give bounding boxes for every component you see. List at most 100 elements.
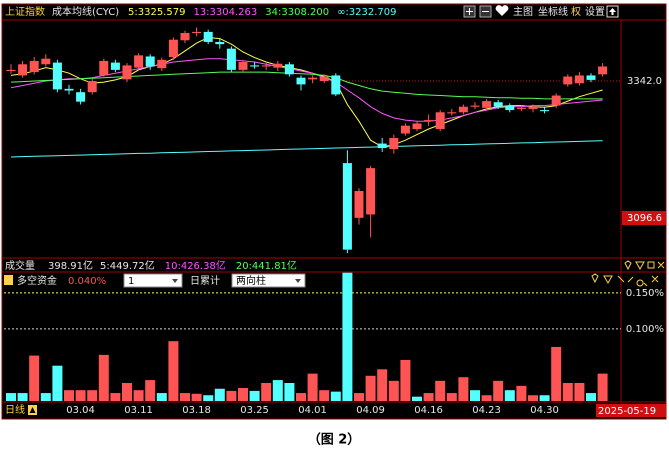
y-tick-label: 0.100% xyxy=(626,324,664,335)
candle-body xyxy=(482,101,492,108)
indicator-icons[interactable] xyxy=(591,273,659,287)
period-dropdown[interactable] xyxy=(123,273,183,288)
candle-body xyxy=(377,143,387,149)
x-tick-label: 04.23 xyxy=(472,405,501,416)
bar xyxy=(133,390,144,401)
candle-body xyxy=(122,65,132,80)
candle-body xyxy=(331,75,341,95)
bar xyxy=(272,380,283,401)
candle-body xyxy=(238,62,248,70)
x-tick-label: 03.25 xyxy=(240,405,269,416)
candle-body xyxy=(52,62,62,90)
bar xyxy=(435,380,446,401)
bar xyxy=(365,375,376,401)
period-glyph xyxy=(29,407,36,413)
bar xyxy=(6,393,16,401)
candle-body xyxy=(458,106,468,113)
bar xyxy=(203,395,214,401)
bar xyxy=(64,390,74,401)
bar xyxy=(214,388,225,401)
bar xyxy=(191,393,202,401)
favorite-icon[interactable] xyxy=(495,5,509,16)
style-value: 两向柱 xyxy=(236,274,266,287)
bar xyxy=(249,390,260,401)
caption: （图 2） xyxy=(308,432,361,448)
candle-body xyxy=(64,88,74,91)
volume-label: 成交量 xyxy=(5,259,35,272)
x-tick-label: 04.01 xyxy=(298,405,327,416)
y-tick-label: 3096.6 xyxy=(627,213,662,224)
tick-box xyxy=(622,211,666,226)
bar xyxy=(307,373,318,401)
style-dropdown[interactable] xyxy=(231,273,306,288)
candle-body xyxy=(250,65,260,67)
bar xyxy=(238,388,248,401)
candle-body xyxy=(470,105,480,107)
bar xyxy=(586,393,596,401)
bar xyxy=(17,393,28,401)
ma-line xyxy=(10,71,603,100)
bar xyxy=(261,382,272,401)
bar xyxy=(29,355,40,401)
bar xyxy=(87,390,98,401)
y-tick-label: 0.150% xyxy=(626,288,664,299)
chart-title: 上证指数 xyxy=(5,5,45,18)
candle-body xyxy=(354,191,364,218)
candle-body xyxy=(586,75,596,80)
bar xyxy=(122,382,132,401)
bar xyxy=(516,385,527,401)
bar xyxy=(504,390,515,401)
candle-body xyxy=(308,77,318,80)
panel-icons[interactable] xyxy=(624,260,665,271)
candle-body xyxy=(18,64,28,76)
candle-body xyxy=(319,76,329,82)
legend-entry: 34:3308.200 xyxy=(265,7,329,18)
volume-ma-label: 5:449.72亿 xyxy=(100,259,155,272)
toolbar-item[interactable]: 权 xyxy=(571,5,581,18)
candle-body xyxy=(168,39,178,58)
bar xyxy=(168,341,179,401)
bar xyxy=(377,369,388,401)
x-tick-label: 03.18 xyxy=(182,405,211,416)
toolbar-item[interactable]: 坐标线 xyxy=(538,5,568,18)
x-tick-label: 04.16 xyxy=(414,405,443,416)
help-icon[interactable] xyxy=(4,275,13,285)
toolbar-item[interactable]: 设置 xyxy=(585,6,605,18)
bar xyxy=(110,393,121,401)
bar xyxy=(574,382,585,401)
bar xyxy=(597,373,608,401)
cursor-date: 2025-05-19 xyxy=(598,406,656,417)
bar xyxy=(539,395,550,401)
toolbar-item[interactable]: 主图 xyxy=(513,6,533,18)
candle-body xyxy=(400,125,410,134)
bar xyxy=(52,365,63,401)
volume-value: 398.91亿 xyxy=(48,259,93,272)
candle-body xyxy=(551,95,561,106)
candle-body xyxy=(574,75,584,84)
bar xyxy=(330,391,341,401)
legend: 5:3325.579 13:3304.263 34:3308.200 ∞:3232.7… xyxy=(128,7,397,18)
bar xyxy=(412,396,422,401)
candle-body xyxy=(366,168,376,215)
candle-body xyxy=(505,105,515,111)
bar xyxy=(470,390,480,401)
bar xyxy=(75,390,86,401)
ma-line xyxy=(10,36,603,148)
candle-body xyxy=(99,60,109,76)
volume-ma-labels: 5:449.72亿 10:426.38亿 20:441.81亿 xyxy=(100,259,297,272)
candle-body xyxy=(342,163,352,250)
candle-body xyxy=(412,123,422,130)
x-tick-label: 04.30 xyxy=(530,405,559,416)
bar xyxy=(481,395,492,401)
candle-body xyxy=(29,60,39,73)
collapse-glyph xyxy=(609,8,616,15)
period-label: 日线 xyxy=(5,403,25,416)
x-tick-label: 04.09 xyxy=(356,405,385,416)
indicator-title: 多空资金 xyxy=(17,274,57,287)
ma-line xyxy=(10,58,603,122)
candle-body xyxy=(563,76,573,85)
bar xyxy=(446,393,457,401)
ma-line xyxy=(10,140,603,158)
candle-body xyxy=(284,64,294,75)
mode-label[interactable]: 日累计 xyxy=(190,274,220,287)
